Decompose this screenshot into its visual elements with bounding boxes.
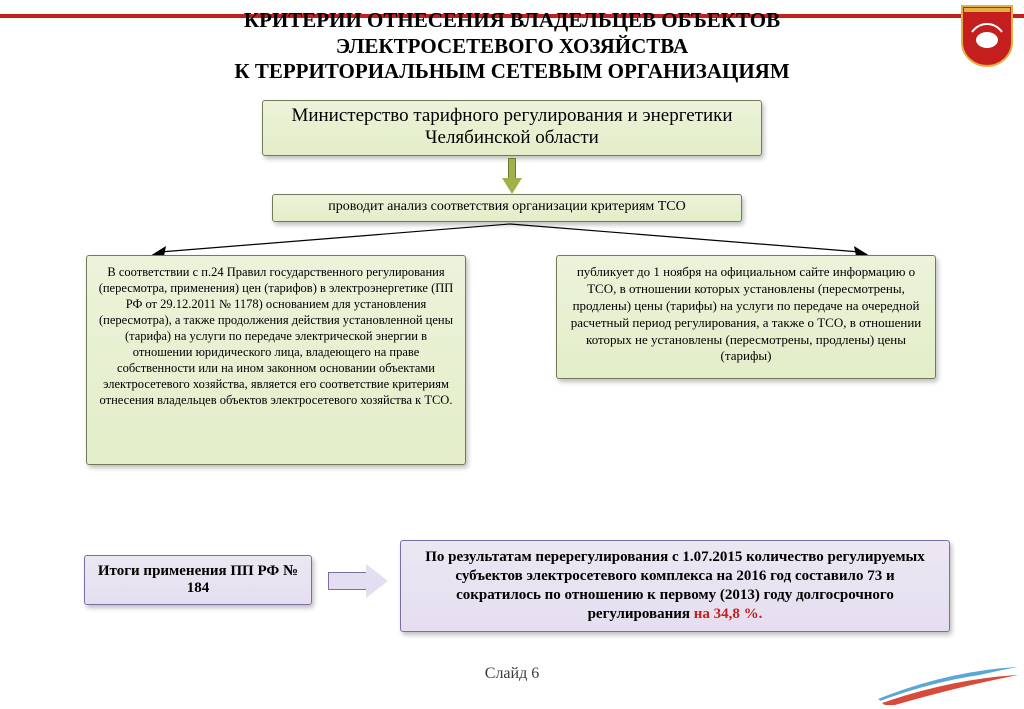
slide-title: КРИТЕРИИ ОТНЕСЕНИЯ ВЛАДЕЛЬЦЕВ ОБЪЕКТОВ Э… [0,8,1024,85]
title-line-1: КРИТЕРИИ ОТНЕСЕНИЯ ВЛАДЕЛЬЦЕВ ОБЪЕКТОВ [0,8,1024,34]
publication-box: публикует до 1 ноября на официальном сай… [556,255,936,379]
summary-label-box: Итоги применения ПП РФ № 184 [84,555,312,605]
title-line-3: К ТЕРРИТОРИАЛЬНЫМ СЕТЕВЫМ ОРГАНИЗАЦИЯМ [0,59,1024,85]
summary-highlight: на 34,8 %. [694,606,763,622]
summary-result-box: По результатам перерегулирования с 1.07.… [400,540,950,632]
block-arrow-icon [328,564,390,598]
slide-page: { "canvas": { "width": 1024, "height": 7… [0,0,1024,709]
ministry-box: Министерство тарифного регулирования и э… [262,100,762,156]
arrow-down-icon [502,158,522,194]
regulation-basis-text: В соответствии с п.24 Правил государстве… [99,265,454,407]
slide-number: Слайд 6 [0,665,1024,683]
ministry-text: Министерство тарифного регулирования и э… [291,105,732,148]
region-crest-icon [958,2,1016,70]
regulation-basis-box: В соответствии с п.24 Правил государстве… [86,255,466,465]
publication-text: публикует до 1 ноября на официальном сай… [571,264,921,363]
summary-result-text: По результатам перерегулирования с 1.07.… [415,548,935,625]
title-line-2: ЭЛЕКТРОСЕТЕВОГО ХОЗЯЙСТВА [0,34,1024,60]
tricolor-swoosh-icon [878,663,1018,705]
analysis-box: проводит анализ соответствия организации… [272,194,742,222]
split-arrow-icon [150,222,870,258]
summary-label-text: Итоги применения ПП РФ № 184 [93,563,303,597]
summary-text-main: По результатам перерегулирования с 1.07.… [425,549,925,623]
analysis-text: проводит анализ соответствия организации… [328,199,686,214]
